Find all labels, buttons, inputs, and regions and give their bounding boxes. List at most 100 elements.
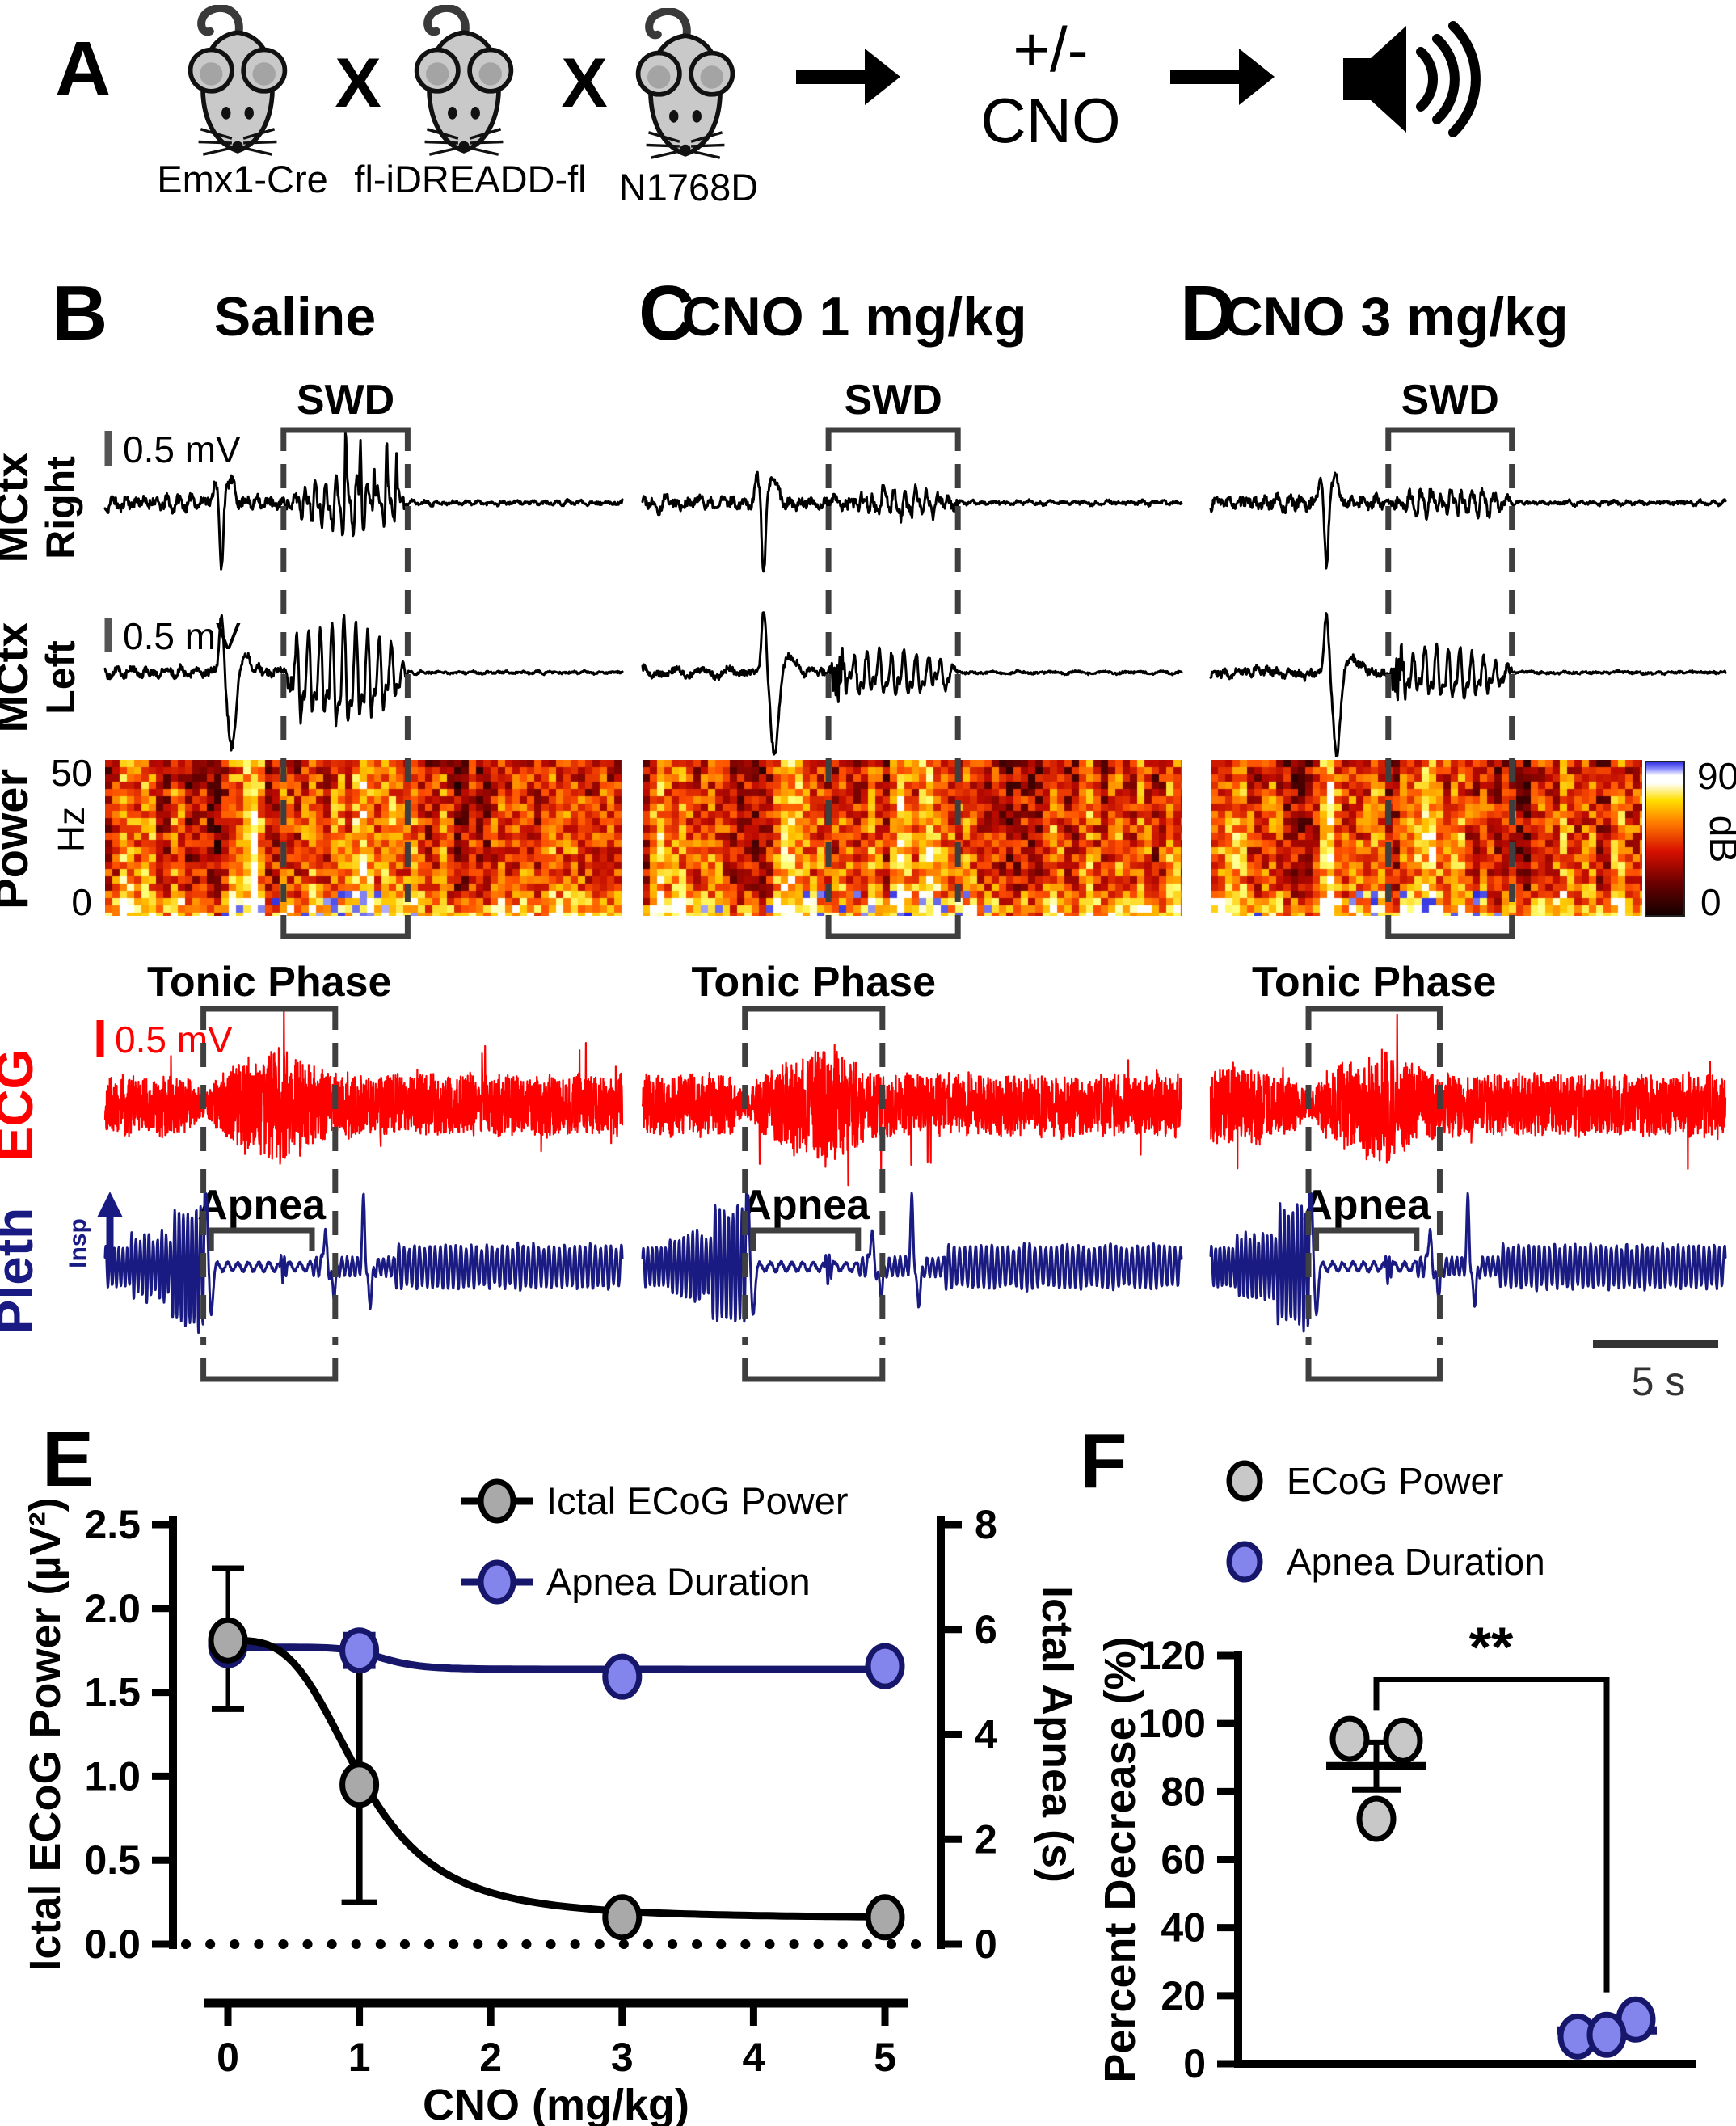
e-x-tick: 3 (611, 2035, 634, 2080)
power-axis-bottom: 0 (71, 881, 92, 923)
mouse-icon (638, 11, 733, 158)
cross-symbol: X (561, 44, 607, 122)
e-left-tick: 1.0 (84, 1753, 141, 1799)
scale-bars: 0.5 mV 0.5 mV 0.5 mV 5 s (96, 428, 1718, 1404)
f-y-tick: 60 (1161, 1837, 1206, 1883)
panel-e-letter: E (42, 1416, 94, 1503)
ecg-trace (1209, 1014, 1727, 1170)
panel-a: A X X Emx1-Cre fl-iDREADD-fl N1768D +/- … (55, 8, 1481, 209)
apnea-data-point (339, 1627, 380, 1674)
swd-dashed-box (1385, 427, 1515, 451)
colorbar-gradient (1645, 761, 1685, 917)
tonic-phase-dashed-box (742, 1358, 886, 1382)
f-y-tick: 120 (1139, 1633, 1206, 1678)
row-label-mctx-right-2: Right (38, 456, 83, 559)
power-axis-unit: Hz (50, 807, 92, 852)
legend-marker (478, 1559, 516, 1605)
legend-label: Apnea Duration (1287, 1541, 1545, 1583)
e-left-tick: 0.5 (84, 1837, 141, 1883)
cno-plus-minus: +/- (1013, 14, 1088, 85)
ecog-data-point (602, 1894, 643, 1941)
tonic-phase-dashed-box (200, 1006, 339, 1030)
colorbar-bottom: 0 (1700, 881, 1721, 923)
e-right-tick: 8 (975, 1502, 997, 1547)
legend-marker (1226, 1460, 1263, 1502)
ecg-trace (103, 1007, 624, 1165)
e-x-tick: 4 (742, 2035, 765, 2080)
apnea-annotation: Apnea (1302, 1182, 1431, 1229)
f-y-tick: 80 (1161, 1769, 1206, 1814)
legend-marker (1226, 1541, 1263, 1583)
power-axis-top: 50 (51, 752, 92, 794)
tonic-phase-annotation: Tonic Phase (692, 959, 936, 1006)
e-left-axis-title: Ictal ECoG Power (µV²) (21, 1497, 70, 1971)
apnea-bracket (208, 1227, 315, 1251)
scale-bar-label-ecg: 0.5 mV (115, 1019, 233, 1061)
legend-label: Ictal ECoG Power (546, 1479, 849, 1522)
panel-c-letter: C (638, 270, 694, 356)
ecog-data-point (208, 1617, 248, 1664)
panel-b-letter: B (52, 270, 107, 356)
ecog-scatter-point (1329, 1715, 1370, 1762)
mouse-label-fl-idreadd-fl: fl-iDREADD-fl (354, 158, 586, 200)
significance-bracket (1373, 1676, 1610, 1993)
insp-label: Insp (65, 1218, 91, 1268)
spectrogram-colorbar: 90 dB 0 (1645, 755, 1736, 923)
row-label-mctx-left-2: Left (38, 640, 83, 715)
apnea-fit-line (224, 1643, 889, 1673)
legend-marker (478, 1478, 516, 1524)
swd-annotation: SWD (1401, 377, 1499, 424)
pleth-trace (641, 1188, 1183, 1323)
f-y-tick: 20 (1161, 1973, 1206, 2018)
f-y-tick: 100 (1139, 1701, 1206, 1746)
mouse-label-n1768d: N1768D (619, 166, 758, 209)
e-right-tick: 6 (975, 1607, 997, 1652)
ecog-scatter-point (1383, 1717, 1423, 1764)
mctx-left-trace (641, 611, 1183, 756)
e-right-axis-title: Ictal Apnea (s) (1033, 1586, 1081, 1883)
f-y-tick: 40 (1161, 1905, 1206, 1951)
ecog-data-point (339, 1761, 380, 1808)
speaker-sound-waves-icon (1343, 21, 1481, 137)
f-y-axis-title: Percent Decrease (%) (1096, 1636, 1144, 2082)
e-x-tick: 1 (348, 2035, 371, 2080)
mctx-left-trace (103, 614, 624, 752)
cno-label: CNO (980, 85, 1120, 156)
significance-stars: ** (1469, 1615, 1514, 1678)
legend-label: ECoG Power (1287, 1460, 1503, 1502)
e-right-tick: 2 (975, 1816, 997, 1862)
e-left-tick: 2.0 (84, 1586, 141, 1631)
panel-a-letter: A (55, 26, 111, 112)
tonic-phase-annotation: Tonic Phase (147, 959, 391, 1006)
mctx-right-trace (103, 432, 624, 571)
swd-dashed-box (825, 915, 961, 939)
swd-annotation: SWD (297, 377, 394, 424)
swd-annotation: SWD (844, 377, 942, 424)
ecg-trace (641, 1044, 1183, 1187)
tonic-phase-dashed-box (200, 1358, 339, 1382)
chart-e-dose-response: 0.0 0.5 1.0 1.5 2.0 2.5 0 2 4 6 8 0 1 2 3 4 5 CNO (mg/kg)… (21, 1478, 1081, 2126)
pleth-trace (1209, 1176, 1727, 1333)
apnea-bracket (1313, 1227, 1420, 1251)
swd-dashed-box (825, 427, 961, 451)
e-left-tick: 1.5 (84, 1670, 141, 1715)
swd-dashed-box (1385, 915, 1515, 939)
cross-symbol: X (335, 44, 381, 122)
legend-label: Apnea Duration (546, 1560, 811, 1603)
panel-title: CNO 3 mg/kg (1224, 286, 1569, 348)
mouse-icon (191, 8, 285, 154)
row-label-power: Power (0, 769, 38, 909)
row-label-mctx-left-1: MCtx (0, 622, 37, 733)
ecog-scatter-point (1356, 1795, 1397, 1842)
apnea-data-point (602, 1653, 643, 1700)
row-label-mctx-right-1: MCtx (0, 453, 37, 563)
e-right-tick: 0 (975, 1921, 997, 1967)
tonic-phase-dashed-box (1305, 1006, 1443, 1030)
mctx-left-trace (1209, 612, 1727, 757)
e-x-tick: 5 (874, 2035, 896, 2080)
e-left-tick: 0.0 (84, 1921, 141, 1967)
